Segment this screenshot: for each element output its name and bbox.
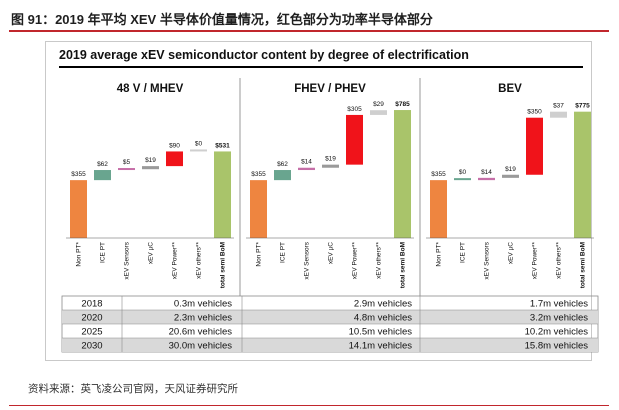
value-label-2-4: $19 (325, 156, 336, 163)
category-label-1-2: ICE PT (100, 242, 107, 263)
value-label-1-7: $531 (215, 142, 230, 149)
panel-title-1: 48 V / MHEV (117, 83, 184, 95)
chart-title: 2019 average xEV semiconductor content b… (59, 48, 469, 62)
bar-2-1 (250, 180, 267, 238)
figure-title: 图 91：2019 年平均 XEV 半导体价值量情况，红色部分为功率半导体部分 (11, 12, 433, 27)
bar-2-7 (394, 110, 411, 238)
table-cell-2-2: 4.8m vehicles (354, 313, 412, 324)
category-label-3-1: Non PT* (436, 242, 443, 267)
value-label-1-2: $62 (97, 161, 108, 168)
bar-2-5 (346, 114, 363, 165)
bar-1-3 (118, 168, 135, 171)
bar-2-6 (370, 110, 387, 115)
table-year-3: 2025 (81, 327, 102, 338)
value-label-2-1: $355 (251, 171, 266, 178)
category-label-2-3: xEV Sensors (304, 241, 311, 279)
title-rule (9, 30, 609, 32)
bar-1-5 (166, 151, 183, 167)
category-label-2-1: Non PT* (256, 242, 263, 267)
table-year-2: 2020 (81, 313, 102, 324)
bar-2-4 (322, 164, 339, 168)
value-label-1-6: $0 (195, 140, 203, 147)
category-label-3-5: xEV Power** (532, 242, 539, 280)
value-label-2-7: $785 (395, 101, 410, 108)
table-cell-4-3: 15.8m vehicles (525, 341, 589, 352)
category-label-1-1: Non PT* (76, 242, 83, 267)
bar-3-5 (526, 117, 543, 175)
bar-1-4 (142, 166, 159, 170)
value-label-2-3: $14 (301, 159, 312, 166)
value-label-3-6: $37 (553, 103, 564, 110)
bar-2-2 (274, 170, 291, 181)
table-cell-2-3: 3.2m vehicles (530, 313, 588, 324)
category-label-1-4: xEV µC (148, 242, 155, 264)
category-label-1-5: xEV Power** (172, 242, 179, 280)
source-note: 资料来源：英飞凌公司官网，天风证券研究所 (28, 383, 238, 395)
value-label-3-4: $19 (505, 166, 516, 173)
bar-3-2 (454, 178, 471, 181)
category-label-2-7: total semi BoM (400, 242, 407, 288)
bar-3-7 (574, 111, 591, 238)
table-cell-3-2: 10.5m vehicles (349, 327, 413, 338)
table-cell-3-1: 20.6m vehicles (169, 327, 233, 338)
category-label-1-6: xEV others** (196, 242, 203, 279)
bar-1-6 (190, 149, 207, 152)
value-label-3-3: $14 (481, 169, 492, 176)
value-label-1-4: $19 (145, 157, 156, 164)
value-label-1-1: $355 (71, 171, 86, 178)
category-label-2-6: xEV others** (376, 242, 383, 279)
category-label-3-3: xEV Sensors (484, 241, 491, 279)
value-label-1-3: $5 (123, 159, 131, 166)
chart-title-rule (59, 66, 583, 68)
bar-3-4 (502, 174, 519, 178)
panel-title-3: BEV (498, 83, 522, 95)
value-label-2-5: $305 (347, 106, 362, 113)
bar-1-2 (94, 170, 111, 181)
category-label-2-5: xEV Power** (352, 242, 359, 280)
bar-3-6 (550, 111, 567, 118)
chart-panel (45, 41, 592, 361)
table-cell-1-1: 0.3m vehicles (174, 299, 232, 310)
category-label-3-2: ICE PT (460, 242, 467, 263)
category-label-2-2: ICE PT (280, 242, 287, 263)
table-cell-2-1: 2.3m vehicles (174, 313, 232, 324)
bar-2-3 (298, 167, 315, 171)
value-label-3-5: $350 (527, 109, 542, 116)
category-label-3-7: total semi BoM (580, 242, 587, 288)
category-label-1-7: total semi BoM (220, 242, 227, 288)
table-cell-4-2: 14.1m vehicles (349, 341, 413, 352)
table-cell-4-1: 30.0m vehicles (169, 341, 233, 352)
bottom-rule (9, 405, 609, 406)
bar-3-3 (478, 177, 495, 181)
table-year-1: 2018 (81, 299, 102, 310)
value-label-1-5: $90 (169, 142, 180, 149)
bar-1-1 (70, 180, 87, 238)
table-cell-3-3: 10.2m vehicles (525, 327, 589, 338)
table-year-4: 2030 (81, 341, 102, 352)
category-label-1-3: xEV Sensors (124, 241, 131, 279)
table-cell-1-3: 1.7m vehicles (530, 299, 588, 310)
bar-1-7 (214, 151, 231, 238)
table-cell-1-2: 2.9m vehicles (354, 299, 412, 310)
bar-3-1 (430, 180, 447, 238)
value-label-2-6: $29 (373, 101, 384, 108)
value-label-2-2: $62 (277, 161, 288, 168)
panel-title-2: FHEV / PHEV (294, 83, 366, 95)
value-label-3-7: $775 (575, 103, 590, 110)
table-row-bg-2 (62, 310, 598, 324)
category-label-3-6: xEV others** (556, 242, 563, 279)
table-row-bg-4 (62, 338, 598, 352)
category-label-3-4: xEV µC (508, 242, 515, 264)
category-label-2-4: xEV µC (328, 242, 335, 264)
value-label-3-2: $0 (459, 169, 467, 176)
value-label-3-1: $355 (431, 171, 446, 178)
